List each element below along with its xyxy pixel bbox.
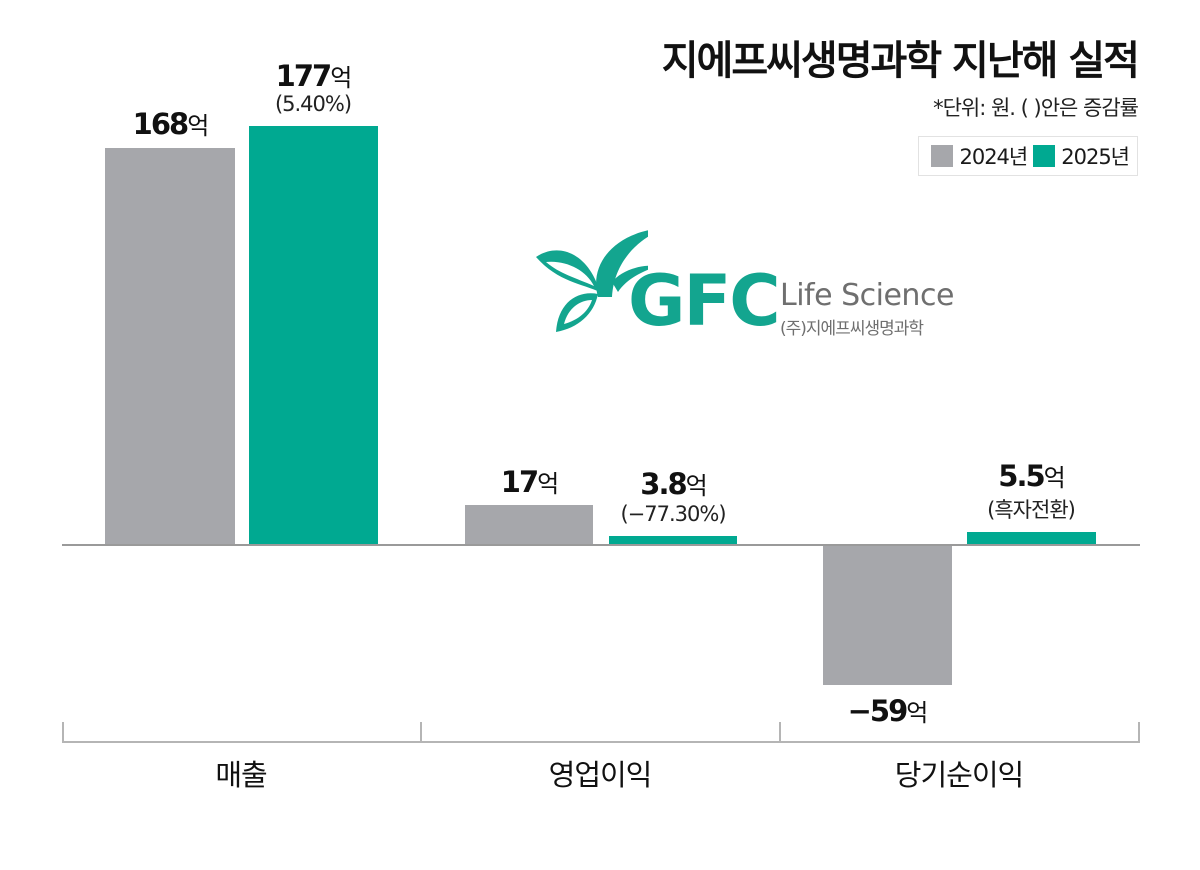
axis-tick xyxy=(420,722,422,742)
label-sales-2025: 177억 xyxy=(275,59,353,93)
label-sales-2024: 168억 xyxy=(132,107,210,141)
legend-swatch-teal-icon xyxy=(1033,145,1056,167)
bar-op-2024 xyxy=(465,505,593,545)
label-sales-change: (5.40%) xyxy=(274,92,352,116)
label-net-2025: 5.5억 xyxy=(998,459,1065,493)
legend: 2024년 2025년 xyxy=(918,136,1138,176)
label-op-2025: 3.8억 xyxy=(640,467,707,501)
logo-gfc-text: GFC xyxy=(628,260,781,342)
category-label-sales: 매출 xyxy=(215,758,267,792)
zero-baseline xyxy=(62,544,1140,546)
axis-tick xyxy=(62,722,64,742)
bar-sales-2025 xyxy=(249,126,378,545)
chart-title: 지에프씨생명과학 지난해 실적 xyxy=(661,38,1140,84)
legend-swatch-gray-icon xyxy=(931,145,954,167)
legend-label-2024: 2024년 xyxy=(959,145,1028,169)
category-label-operating-profit: 영업이익 xyxy=(548,758,653,792)
category-label-net-income: 당기순이익 xyxy=(894,758,1024,792)
logo-life-science-text: Life Science xyxy=(780,278,954,313)
gfc-logo: GFC Life Science (주)지에프씨생명과학 xyxy=(528,222,958,342)
butterfly-leaf-icon xyxy=(536,230,648,332)
bar-net-2024 xyxy=(823,545,952,685)
legend-label-2025: 2025년 xyxy=(1061,145,1130,169)
label-net-2024: −59억 xyxy=(847,694,929,728)
legend-item-2025: 2025년 xyxy=(1033,141,1130,171)
axis-tick xyxy=(779,722,781,742)
bar-op-2025 xyxy=(609,536,737,545)
category-axis xyxy=(62,741,1140,743)
logo-korean-name: (주)지에프씨생명과학 xyxy=(780,319,924,339)
unit-note: *단위: 원. ( )안은 증감률 xyxy=(933,96,1139,120)
bar-sales-2024 xyxy=(105,148,235,545)
axis-tick xyxy=(1138,722,1140,742)
label-op-change: (−77.30%) xyxy=(620,502,726,526)
legend-item-2024: 2024년 xyxy=(931,141,1028,171)
label-net-change: (흑자전환) xyxy=(987,498,1076,522)
bar-net-2025 xyxy=(967,532,1096,545)
label-op-2024: 17억 xyxy=(500,465,559,499)
